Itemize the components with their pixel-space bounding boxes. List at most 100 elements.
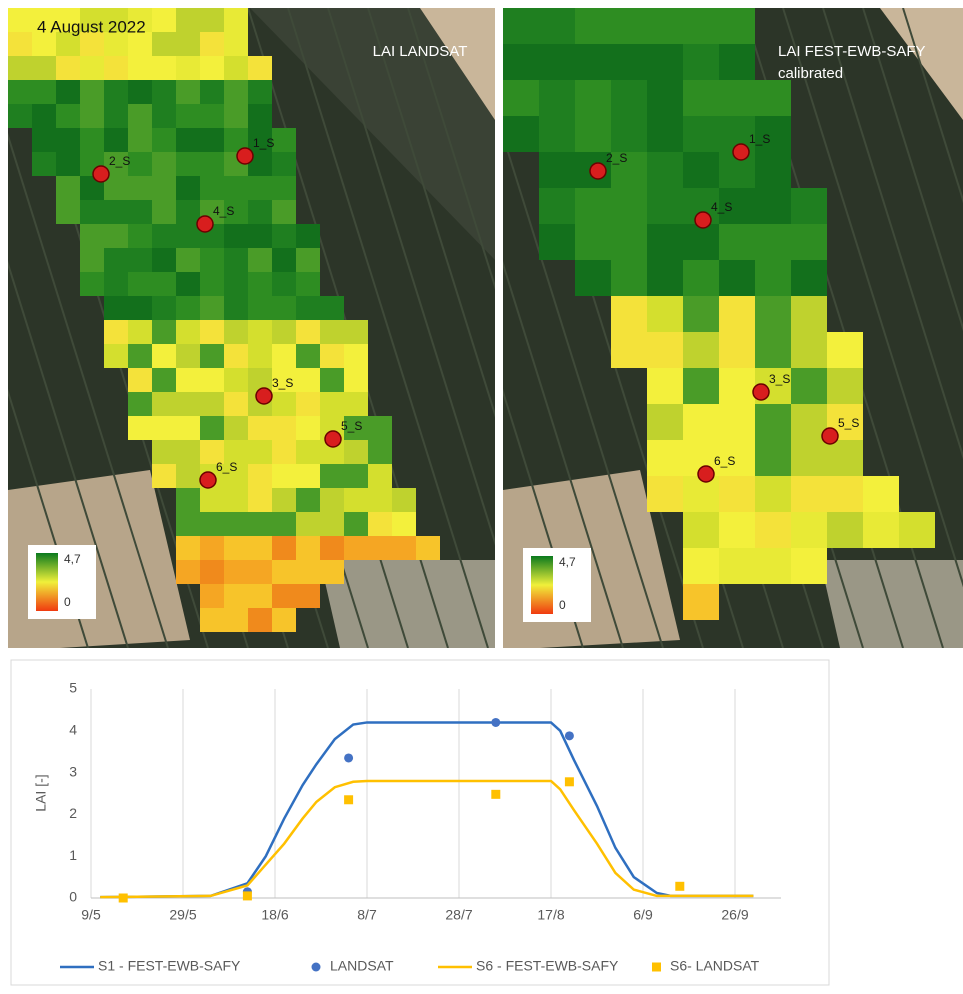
lai-pixel <box>56 104 80 128</box>
sample-point <box>325 431 341 447</box>
lai-pixel <box>176 488 200 512</box>
lai-pixel <box>611 44 647 80</box>
lai-pixel <box>683 584 719 620</box>
x-tick-label: 17/8 <box>537 907 564 923</box>
lai-pixel <box>56 152 80 176</box>
lai-pixel <box>248 344 272 368</box>
lai-pixel <box>80 104 104 128</box>
lai-pixel <box>296 368 320 392</box>
lai-pixel <box>719 404 755 440</box>
lai-pixel <box>272 536 296 560</box>
sample-label: 6_S <box>216 460 237 474</box>
lai-pixel <box>296 344 320 368</box>
lai-pixel <box>272 584 296 608</box>
lai-pixel <box>152 176 176 200</box>
lai-pixel <box>539 80 575 116</box>
lai-pixel <box>32 104 56 128</box>
lai-pixel <box>344 368 368 392</box>
lai-pixel <box>248 608 272 632</box>
lai-pixel <box>224 56 248 80</box>
lai-pixel <box>863 512 899 548</box>
lai-pixel <box>755 512 791 548</box>
data-point <box>344 753 353 762</box>
lai-pixel <box>683 44 719 80</box>
lai-pixel <box>176 464 200 488</box>
lai-pixel <box>104 344 128 368</box>
legend-label: S6 - FEST-EWB-SAFY <box>476 958 619 974</box>
lai-pixel <box>104 200 128 224</box>
lai-pixel <box>176 296 200 320</box>
lai-pixel <box>224 296 248 320</box>
lai-pixel <box>575 188 611 224</box>
lai-pixel <box>755 476 791 512</box>
lai-pixel <box>575 80 611 116</box>
lai-pixel <box>272 296 296 320</box>
lai-pixel <box>224 392 248 416</box>
legend-min: 0 <box>559 598 566 612</box>
lai-pixel <box>719 296 755 332</box>
lai-pixel <box>503 116 539 152</box>
lai-pixel <box>296 440 320 464</box>
lai-pixel <box>827 368 863 404</box>
sample-point <box>590 163 606 179</box>
sample-point <box>698 466 714 482</box>
lai-pixel <box>611 296 647 332</box>
lai-pixel <box>368 488 392 512</box>
lai-pixel <box>296 224 320 248</box>
lai-pixel <box>344 536 368 560</box>
lai-pixel <box>248 176 272 200</box>
lai-pixel <box>152 392 176 416</box>
lai-pixel <box>647 224 683 260</box>
lai-pixel <box>152 104 176 128</box>
lai-pixel <box>248 272 272 296</box>
lai-pixel <box>152 128 176 152</box>
lai-pixel <box>176 128 200 152</box>
lai-pixel <box>200 128 224 152</box>
x-tick-label: 26/9 <box>721 907 748 923</box>
lai-pixel <box>647 404 683 440</box>
lai-pixel <box>539 44 575 80</box>
lai-pixel <box>128 176 152 200</box>
lai-pixel <box>296 320 320 344</box>
lai-pixel <box>863 476 899 512</box>
x-tick-label: 6/9 <box>633 907 653 923</box>
lai-pixel <box>200 536 224 560</box>
lai-pixel <box>392 512 416 536</box>
lai-pixel <box>683 296 719 332</box>
lai-pixel <box>56 56 80 80</box>
lai-pixel <box>296 272 320 296</box>
lai-pixel <box>248 248 272 272</box>
lai-pixel <box>272 248 296 272</box>
lai-pixel <box>176 368 200 392</box>
lai-pixel <box>104 296 128 320</box>
lai-pixel <box>272 560 296 584</box>
lai-pixel <box>272 392 296 416</box>
lai-pixel <box>344 440 368 464</box>
lai-pixel <box>503 8 539 44</box>
lai-pixel <box>647 8 683 44</box>
lai-pixel <box>272 440 296 464</box>
lai-pixel <box>104 128 128 152</box>
lai-pixel <box>899 512 935 548</box>
lai-pixel <box>320 560 344 584</box>
lai-pixel <box>248 536 272 560</box>
lai-pixel <box>176 56 200 80</box>
lai-pixel <box>611 8 647 44</box>
lai-pixel <box>719 548 755 584</box>
sample-point <box>237 148 253 164</box>
lai-pixel <box>647 188 683 224</box>
lai-pixel <box>647 80 683 116</box>
lai-pixel <box>224 368 248 392</box>
lai-pixel <box>80 56 104 80</box>
lai-pixel <box>611 116 647 152</box>
lai-pixel <box>104 56 128 80</box>
lai-pixel <box>128 368 152 392</box>
sample-label: 1_S <box>749 132 770 146</box>
lai-pixel <box>272 344 296 368</box>
lai-pixel <box>683 152 719 188</box>
lai-pixel <box>791 440 827 476</box>
lai-pixel <box>272 224 296 248</box>
lai-pixel <box>791 368 827 404</box>
lai-pixel <box>248 200 272 224</box>
lai-pixel <box>272 464 296 488</box>
